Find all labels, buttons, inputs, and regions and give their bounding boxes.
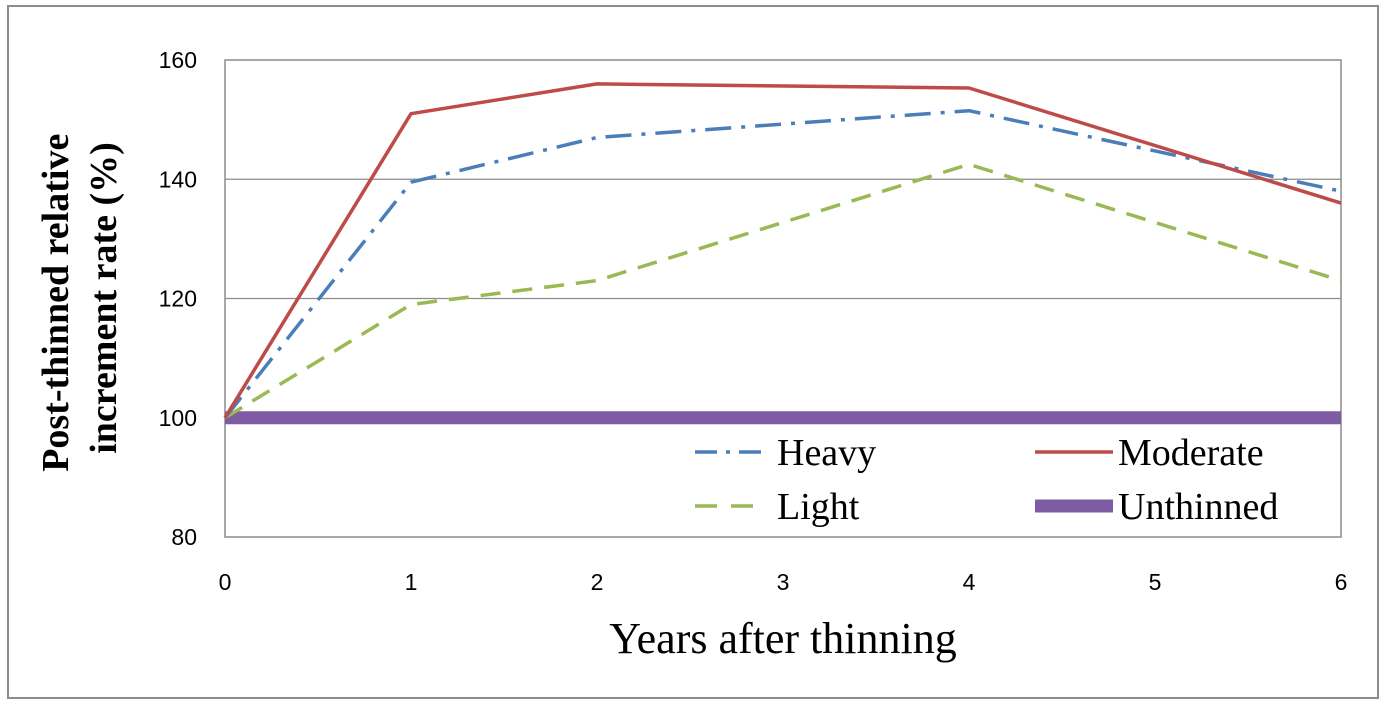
- x-tick-label-5: 5: [1149, 569, 1162, 595]
- y-axis-title-line-2: increment rate (%): [83, 142, 125, 454]
- plot-area: [224, 59, 1342, 538]
- y-tick-label-80: 80: [171, 524, 197, 550]
- legend: Heavy Moderate Light Unthinned: [695, 432, 1278, 528]
- y-tick-label-160: 160: [159, 47, 197, 73]
- series-layer: [223, 82, 1342, 425]
- x-axis-title: Years after thinning: [609, 614, 956, 663]
- legend-label-moderate: Moderate: [1118, 432, 1264, 474]
- series-line-moderate: [223, 82, 1342, 419]
- y-tick-label-100: 100: [159, 405, 197, 431]
- x-tick-label-2: 2: [591, 569, 604, 595]
- series-line-heavy: [223, 108, 1342, 419]
- x-tick-label-6: 6: [1335, 569, 1348, 595]
- x-tick-label-1: 1: [405, 569, 418, 595]
- tick-labels: 80 100 120 140 160 0 1 2 3 4 5 6: [159, 47, 1348, 595]
- legend-label-unthinned: Unthinned: [1118, 486, 1278, 528]
- y-axis-title-line-1: Post-thinned relative: [35, 134, 77, 472]
- y-tick-label-120: 120: [159, 286, 197, 312]
- x-tick-label-3: 3: [777, 569, 790, 595]
- y-axis-title: Post-thinned relative increment rate (%): [35, 124, 125, 472]
- x-tick-label-0: 0: [219, 569, 232, 595]
- x-tick-label-4: 4: [963, 569, 976, 595]
- series-line-light: [224, 162, 1342, 420]
- chart-frame: [7, 5, 1379, 699]
- legend-label-heavy: Heavy: [777, 432, 876, 474]
- legend-label-light: Light: [777, 486, 860, 528]
- y-tick-label-140: 140: [159, 166, 197, 192]
- gridlines: [225, 178, 1341, 419]
